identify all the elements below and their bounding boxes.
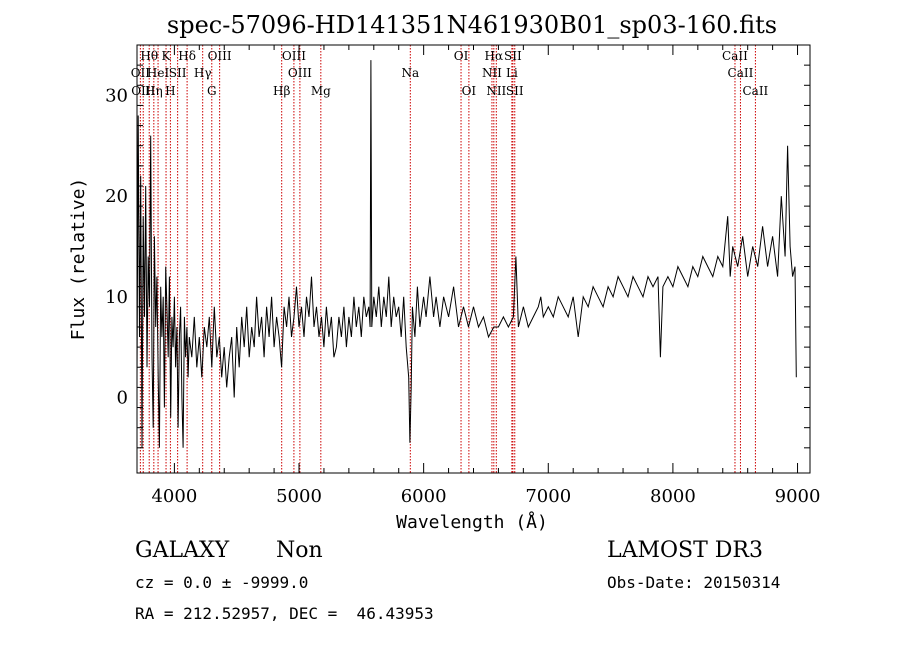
chart-title: spec-57096-HD141351N461930B01_sp03-160.f… xyxy=(167,11,777,39)
line-label-27: CaII xyxy=(742,84,768,98)
line-label-23: SII xyxy=(504,49,522,63)
line-label-17: OI xyxy=(454,49,469,63)
x-tick-label: 9000 xyxy=(775,486,821,507)
line-label-11: OIII xyxy=(208,49,232,63)
line-label-14: OIII xyxy=(288,66,312,80)
line-label-9: Hγ xyxy=(194,66,212,80)
line-label-20: Hα xyxy=(485,49,504,63)
spectral-line-markers xyxy=(139,45,756,473)
y-tick-label: 0 xyxy=(117,387,128,408)
line-label-22: Li xyxy=(506,66,518,80)
line-label-21: NII xyxy=(486,84,506,98)
line-label-25: CaII xyxy=(722,49,748,63)
line-label-7: SII xyxy=(169,66,187,80)
x-axis-label: Wavelength (Å) xyxy=(396,511,548,533)
line-label-15: Mg xyxy=(311,84,331,98)
coordinates: RA = 212.52957, DEC = 46.43953 xyxy=(135,604,434,623)
spectrum-line xyxy=(136,60,797,448)
x-axis-ticks: 4000 5000 6000 7000 8000 9000 xyxy=(151,45,820,507)
line-label-10: G xyxy=(207,84,217,98)
y-tick-label: 20 xyxy=(105,186,128,207)
x-tick-label: 8000 xyxy=(650,486,696,507)
line-label-4: HeI xyxy=(147,66,170,80)
y-tick-label: 30 xyxy=(105,85,128,106)
x-tick-label: 6000 xyxy=(401,486,447,507)
line-label-6: H xyxy=(165,84,175,98)
object-subclass: Non xyxy=(276,538,323,563)
line-label-3: Hη xyxy=(145,84,163,98)
line-label-18: OI xyxy=(462,84,477,98)
line-label-19: NII xyxy=(482,66,502,80)
line-label-0: OII xyxy=(131,66,151,80)
y-axis-ticks: 0 10 20 30 xyxy=(105,44,810,449)
line-label-26: CaII xyxy=(728,66,754,80)
line-label-5: K xyxy=(162,49,172,63)
line-label-13: OIII xyxy=(282,49,306,63)
line-label-12: Hβ xyxy=(273,84,290,98)
object-class: GALAXY xyxy=(135,538,230,563)
line-label-2: Hθ xyxy=(140,49,158,63)
line-label-24: SII xyxy=(506,84,524,98)
spectral-line-labels: OIIOIIIHθHηHeIKHSIIHδHγGOIIIHβOIIIOIIIMg… xyxy=(131,49,769,98)
line-label-16: Na xyxy=(401,66,419,80)
survey-name: LAMOST DR3 xyxy=(607,538,763,563)
x-tick-label: 4000 xyxy=(151,486,197,507)
line-label-8: Hδ xyxy=(178,49,196,63)
observation-date: Obs-Date: 20150314 xyxy=(607,573,781,592)
plot-frame xyxy=(136,44,811,474)
y-tick-label: 10 xyxy=(105,287,128,308)
redshift-value: cz = 0.0 ± -9999.0 xyxy=(135,573,309,592)
x-tick-label: 5000 xyxy=(276,486,322,507)
x-tick-label: 7000 xyxy=(525,486,571,507)
y-axis-label: Flux (relative) xyxy=(68,178,89,341)
